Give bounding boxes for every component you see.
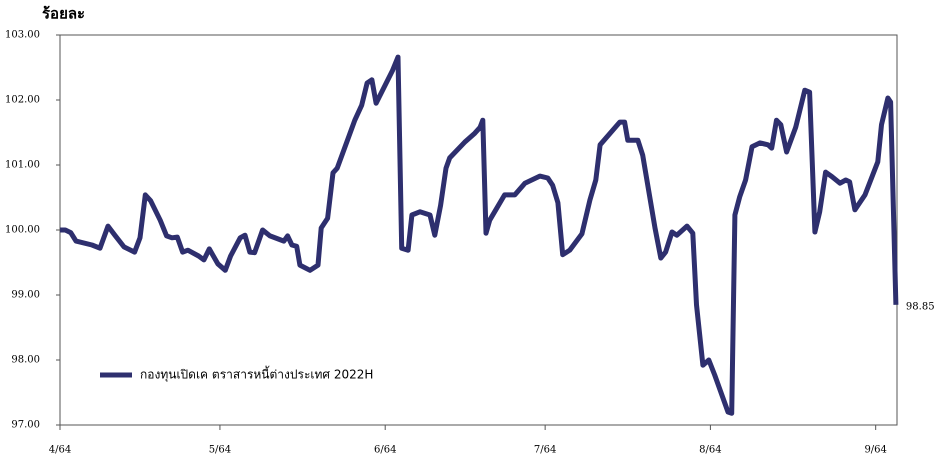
legend-label: กองทุนเปิดเค ตราสารหนี้ต่างประเทศ 2022H: [140, 366, 373, 383]
y-tick-label: 100.00: [5, 225, 40, 236]
y-tick-label: 98.00: [11, 355, 40, 366]
data-label: 98.85: [906, 301, 935, 312]
x-tick-label: 8/64: [699, 445, 721, 456]
series-line: [60, 54, 899, 416]
x-tick-label: 9/64: [864, 445, 886, 456]
y-tick-label: 97.00: [11, 420, 40, 431]
y-tick-label: 99.00: [11, 290, 40, 301]
y-tick-label: 101.00: [5, 160, 40, 171]
y-tick-label: 103.00: [5, 30, 40, 41]
y-axis-label: ร้อยละ: [42, 5, 85, 23]
x-tick-label: 7/64: [534, 445, 556, 456]
x-tick-label: 5/64: [209, 445, 231, 456]
plot-frame: [59, 34, 898, 426]
x-tick-label: 6/64: [374, 445, 396, 456]
y-tick-label: 102.00: [5, 95, 40, 106]
x-tick-label: 4/64: [49, 445, 71, 456]
